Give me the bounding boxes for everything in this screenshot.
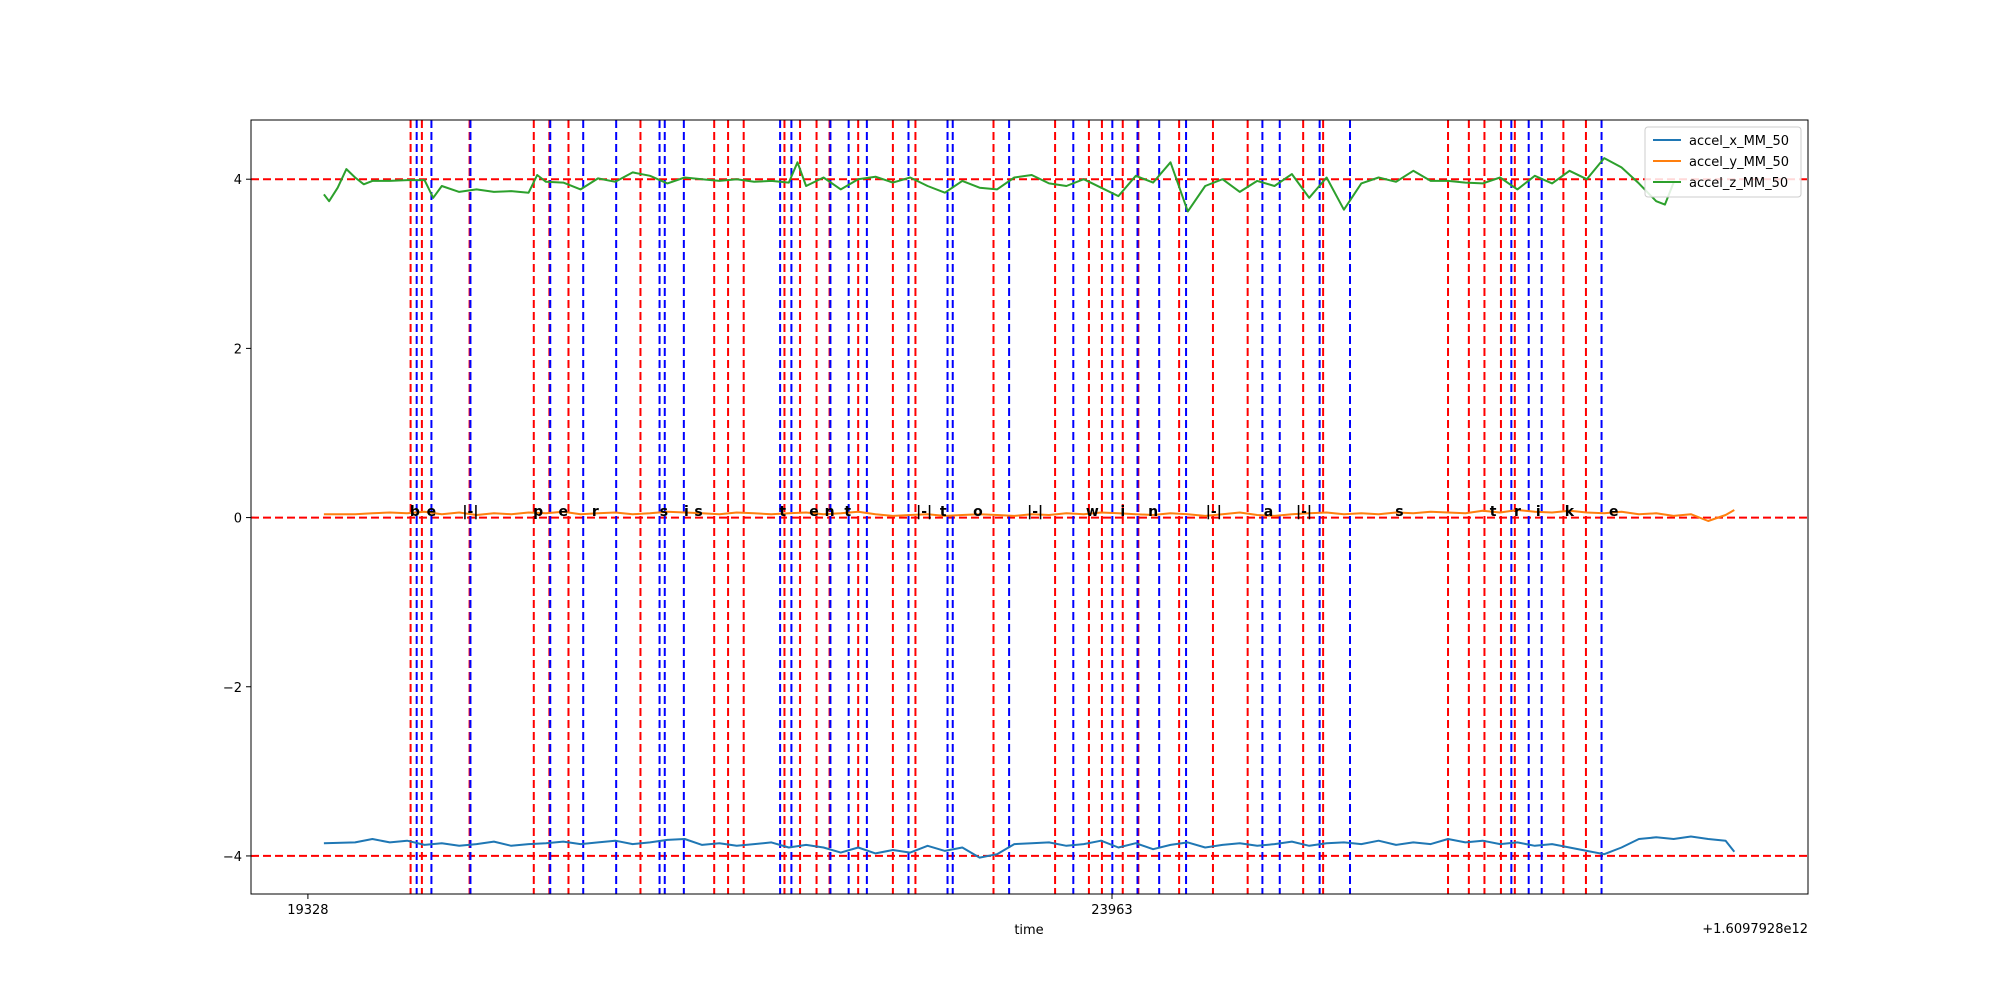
keystroke-label: o (973, 504, 983, 520)
keystroke-label: e (427, 504, 437, 520)
x-tick-label: 19328 (287, 903, 328, 918)
keystroke-label: b (410, 504, 420, 520)
y-tick-label: −2 (223, 681, 242, 696)
legend-label: accel_y_MM_50 (1689, 155, 1789, 170)
keystroke-label: |-| (1296, 504, 1312, 520)
keystroke-label: t (844, 504, 851, 520)
y-tick-label: 4 (234, 173, 242, 188)
x-axis-label: time (1014, 923, 1043, 938)
keystroke-label: s (694, 504, 702, 520)
keystroke-label: n (1148, 504, 1158, 520)
legend: accel_x_MM_50 accel_y_MM_50 accel_z_MM_50 (1644, 126, 1802, 198)
legend-label: accel_x_MM_50 (1689, 134, 1789, 149)
series-line-accel_z_MM_50 (323, 157, 1675, 213)
keystroke-label: a (1264, 504, 1273, 520)
keystroke-label: r (592, 504, 599, 520)
keystroke-label: e (559, 504, 569, 520)
x-axis-offset-label: +1.6097928e12 (1702, 922, 1808, 937)
keystroke-label: w (1086, 504, 1099, 520)
keystroke-label: |-| (1206, 504, 1222, 520)
keystroke-label: |-| (916, 504, 932, 520)
keystroke-label: e (809, 504, 819, 520)
axes: −4 −2 0 2 4 19328 23963 (223, 173, 1133, 918)
keystroke-label: k (1565, 504, 1575, 520)
plot-frame (250, 119, 1809, 895)
legend-frame (1644, 126, 1802, 198)
y-tick-label: 2 (234, 342, 242, 357)
keystroke-label: s (660, 504, 668, 520)
keystroke-label: p (533, 504, 543, 520)
y-tick-label: 0 (234, 512, 242, 527)
keystroke-label: t (940, 504, 947, 520)
keystroke-label: |-| (1027, 504, 1043, 520)
series-line-accel_y_MM_50 (323, 509, 1735, 522)
plot-area: b e |-| p e r s i s t e n t |-| t o |-| w i n |-| a |-| s t r i k e (251, 120, 1808, 894)
keystroke-label: i (684, 504, 689, 520)
keystroke-label: i (1536, 504, 1541, 520)
keystroke-label: t (1490, 504, 1497, 520)
keystroke-label: e (1609, 504, 1619, 520)
keystroke-label: r (1514, 504, 1521, 520)
keystroke-label: t (779, 504, 786, 520)
legend-label: accel_z_MM_50 (1689, 176, 1788, 191)
keystroke-label: n (825, 504, 835, 520)
keystroke-label: s (1395, 504, 1403, 520)
x-tick-label: 23963 (1091, 903, 1132, 918)
series-line-accel_x_MM_50 (323, 835, 1736, 859)
keystroke-label: |-| (462, 504, 478, 520)
y-tick-label: −4 (223, 850, 242, 865)
keystroke-label: i (1120, 504, 1125, 520)
